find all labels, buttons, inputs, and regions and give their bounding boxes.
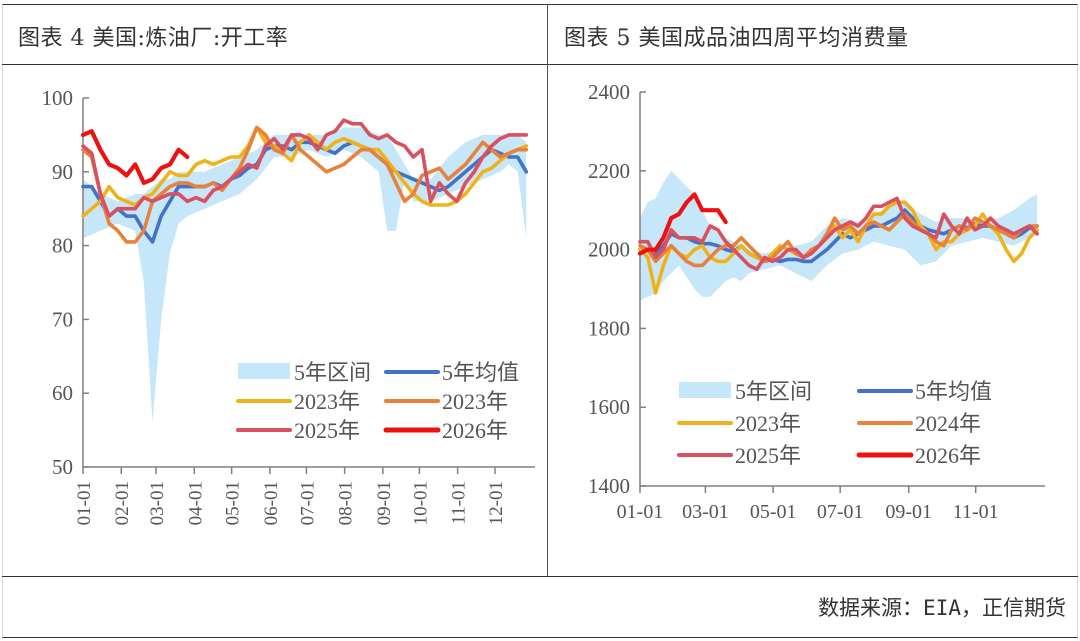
data-source-note: 数据来源：EIA，正信期货 <box>818 596 1066 620</box>
x-tick-label: 02-01 <box>112 481 133 525</box>
refinery-utilization-chart: 50 60 70 80 90 100 01-01 02-01 03-01 04-01 05-01 06… <box>42 86 535 525</box>
x-tick-label: 03-01 <box>682 501 729 523</box>
series-line-y2023 <box>638 200 1039 295</box>
legend: 5年区间 5年均值 2023年 2023年 2025年 2026年 <box>236 360 519 443</box>
legend-item-y2026: 2026年 <box>383 418 508 443</box>
legend-label: 2023年 <box>442 389 508 414</box>
x-tick-label: 07-01 <box>297 481 318 525</box>
x-tick-label: 11-01 <box>953 501 999 523</box>
x-tick-label: 07-01 <box>817 501 864 523</box>
y-tick-label: 60 <box>52 381 73 405</box>
chart-title-refinery-utilization: 图表 4 美国:炼油厂:开工率 <box>18 26 289 51</box>
legend-label: 2025年 <box>735 443 801 468</box>
x-tick-label: 01-01 <box>74 481 95 525</box>
legend-label: 5年区间 <box>735 379 812 404</box>
legend-item-y2026: 2026年 <box>856 443 981 468</box>
series-line-y2025 <box>81 118 529 218</box>
x-tick-label: 01-01 <box>617 501 664 523</box>
legend-item-band: 5年区间 <box>679 379 812 404</box>
x-tick-label: 06-01 <box>261 481 282 525</box>
y-tick-label: 80 <box>52 234 73 258</box>
footer-divider <box>2 576 1078 577</box>
legend-label: 2023年 <box>294 389 360 414</box>
legend-item-y2025: 2025年 <box>236 418 360 443</box>
legend-label: 5年区间 <box>294 360 371 385</box>
legend-label: 2026年 <box>915 443 981 468</box>
band-5yr-range <box>83 127 527 423</box>
legend-item-y2023: 2023年 <box>236 389 360 414</box>
y-tick-label: 1400 <box>588 474 630 498</box>
legend-label: 2025年 <box>294 418 360 443</box>
y-tick-label: 90 <box>52 160 73 184</box>
y-tick-label: 100 <box>42 86 74 110</box>
legend-item-avg5: 5年均值 <box>857 379 992 404</box>
x-tick-label: 04-01 <box>185 481 206 525</box>
chart-title-product-consumption: 图表 5 美国成品油四周平均消费量 <box>564 26 909 51</box>
legend-label: 5年均值 <box>915 379 992 404</box>
x-tick-label: 10-01 <box>410 481 431 525</box>
legend-item-y2024: 2024年 <box>857 411 981 436</box>
x-tick-label: 09-01 <box>885 501 932 523</box>
legend-item-band: 5年区间 <box>238 360 371 385</box>
panel-divider <box>547 4 548 576</box>
x-tick-label: 11-01 <box>449 481 470 525</box>
legend-label: 2026年 <box>442 418 508 443</box>
product-consumption-chart: 1400 1600 1800 2000 2200 2400 01-01 03-01 05-01 0… <box>588 80 1045 523</box>
y-tick-label: 2400 <box>588 80 630 104</box>
y-tick-label: 1800 <box>588 316 630 340</box>
legend: 5年区间 5年均值 2023年 2024年 2025年 2026年 <box>677 379 992 468</box>
series-line-y2026 <box>80 129 190 185</box>
header-divider <box>2 64 1078 65</box>
x-tick-label: 05-01 <box>750 501 797 523</box>
legend-swatch-band <box>238 363 290 379</box>
x-tick-label: 05-01 <box>223 481 244 525</box>
legend-label: 2024年 <box>915 411 981 436</box>
legend-item-y2024: 2023年 <box>384 389 508 414</box>
x-tick-label: 12-01 <box>486 481 507 525</box>
legend-label: 5年均值 <box>442 360 519 385</box>
y-tick-label: 2000 <box>588 238 630 262</box>
legend-item-avg5: 5年均值 <box>384 360 519 385</box>
y-tick-label: 2200 <box>588 159 630 183</box>
y-tick-label: 50 <box>52 455 73 479</box>
legend-label: 2023年 <box>735 411 801 436</box>
series-line-y2025 <box>638 196 1039 272</box>
legend-swatch-band <box>679 382 731 398</box>
legend-item-y2025: 2025年 <box>677 443 801 468</box>
y-tick-label: 70 <box>52 307 73 331</box>
series-line-avg5 <box>81 140 529 244</box>
legend-item-y2023: 2023年 <box>677 411 801 436</box>
series-line-y2026 <box>637 192 728 256</box>
x-tick-label: 08-01 <box>336 481 357 525</box>
y-tick-label: 1600 <box>588 395 630 419</box>
x-tick-label: 09-01 <box>374 481 395 525</box>
x-tick-label: 03-01 <box>147 481 168 525</box>
figure-frame <box>2 4 1078 638</box>
